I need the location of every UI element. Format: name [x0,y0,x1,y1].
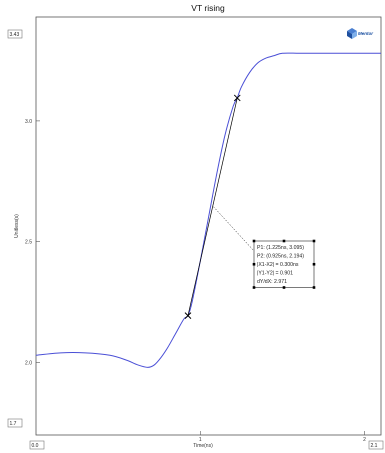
x-left-box-label: 0.0 [32,443,39,449]
mentor-logo: Mentor [347,28,373,39]
y-axis-title: Unitless(s) [14,214,20,238]
marker-p1[interactable] [233,94,241,102]
x-right-box[interactable]: 2.1 [368,440,384,450]
x-axis-title: Time(ns) [193,443,213,449]
marker-p2[interactable] [184,312,192,319]
annotation-line-2: |X1-X2| = 0.300ns [257,262,299,268]
logo-icon [347,28,357,39]
annotation-line-1: P2: (0.925ns, 2.194) [257,254,304,260]
series-layer [35,52,381,368]
y-top-box-label: 3.43 [10,32,20,38]
marker-layer [184,94,241,319]
y-bottom-box[interactable]: 1.7 [7,418,23,428]
annotation-handle-1[interactable] [312,239,316,243]
plot-frame [35,16,382,436]
axis-ticks: 2.0 2.5 3.0 1 2 [25,119,366,443]
annotation-handle-0[interactable] [252,239,256,243]
annotation-line-3: |Y1-Y2| = 0.901 [257,271,293,277]
annotation-handle-4[interactable] [282,239,286,243]
series-line-0 [35,52,381,368]
y-tick-label-0: 2.0 [25,361,32,367]
annotation-handle-7[interactable] [312,262,316,266]
x-right-box-label: 2.1 [371,443,378,449]
measure-line [187,97,238,316]
y-tick-label-1: 2.5 [25,240,32,246]
logo-text: Mentor [358,31,373,36]
x-left-box[interactable]: 0.0 [29,440,45,450]
annotation-line-0: P1: (1.225ns, 3.095) [257,245,304,251]
annotation-leader [213,206,255,252]
annotation-handle-6[interactable] [252,262,256,266]
chart-title: VT rising [191,3,225,13]
annotation-handle-2[interactable] [252,286,256,289]
y-tick-label-2: 3.0 [25,119,32,125]
y-bottom-box-label: 1.7 [10,421,17,427]
annotation-handle-3[interactable] [312,286,316,289]
y-top-box[interactable]: 3.43 [7,29,23,39]
annotation-handle-5[interactable] [282,286,286,289]
annotation-layer: P1: (1.225ns, 3.095) P2: (0.925ns, 2.194)… [187,97,316,316]
annotation-line-4: dY/dX: 2.971 [257,279,287,285]
x-tick-label-0: 1 [199,437,202,443]
x-tick-label-1: 2 [363,437,366,443]
